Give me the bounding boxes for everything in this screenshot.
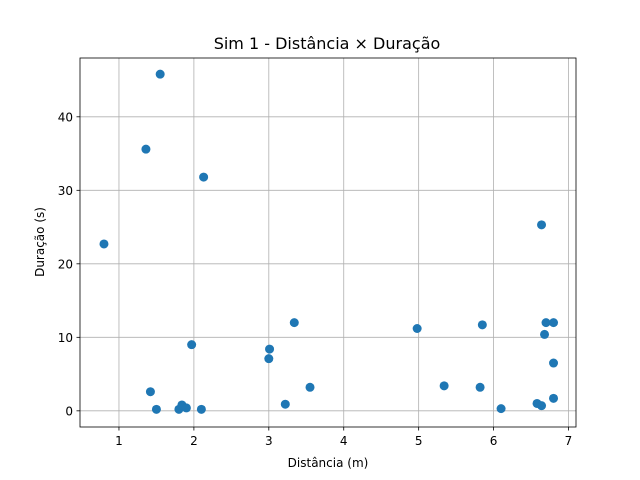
data-point xyxy=(141,144,151,154)
data-point xyxy=(496,404,506,414)
data-point xyxy=(412,324,422,334)
y-tick-label: 0 xyxy=(65,404,73,418)
axis-ticks: 1 2 3 4 5 6 7 0 10 20 30 40 xyxy=(58,110,573,448)
data-point xyxy=(475,382,485,392)
data-point xyxy=(264,354,274,364)
data-point xyxy=(199,172,209,182)
data-point xyxy=(181,403,191,413)
data-point xyxy=(540,329,550,339)
x-tick-label: 1 xyxy=(115,434,123,448)
data-point xyxy=(289,318,299,328)
y-tick-label: 40 xyxy=(58,110,73,124)
data-point xyxy=(537,401,547,411)
y-tick-label: 10 xyxy=(58,331,73,345)
y-tick-label: 30 xyxy=(58,184,73,198)
data-point xyxy=(187,340,197,350)
x-tick-label: 5 xyxy=(415,434,423,448)
grid xyxy=(80,58,576,427)
data-point xyxy=(145,387,155,397)
data-point xyxy=(196,404,206,414)
data-points xyxy=(99,69,559,414)
data-point xyxy=(549,358,559,368)
x-tick-label: 6 xyxy=(490,434,498,448)
data-point xyxy=(305,382,315,392)
plot-frame xyxy=(79,57,577,428)
data-point xyxy=(549,318,559,328)
x-tick-label: 4 xyxy=(340,434,348,448)
data-point xyxy=(265,344,275,354)
data-point xyxy=(541,318,551,328)
data-point xyxy=(155,69,165,79)
chart-title: Sim 1 - Distância × Duração xyxy=(214,34,441,53)
x-tick-label: 3 xyxy=(265,434,273,448)
data-point xyxy=(549,393,559,403)
data-point xyxy=(537,220,547,230)
data-point xyxy=(439,381,449,391)
data-point xyxy=(477,320,487,330)
data-point xyxy=(99,239,109,249)
data-point xyxy=(280,399,290,409)
x-axis-label: Distância (m) xyxy=(288,456,369,470)
y-axis-label: Duração (s) xyxy=(33,207,47,277)
data-point xyxy=(151,404,161,414)
y-tick-label: 20 xyxy=(58,257,73,271)
x-tick-label: 2 xyxy=(190,434,198,448)
x-tick-label: 7 xyxy=(565,434,573,448)
